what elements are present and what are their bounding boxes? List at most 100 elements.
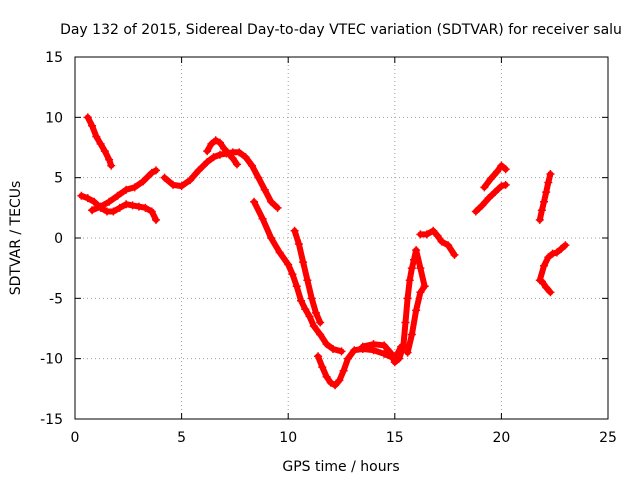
series-arc-13 <box>480 161 510 192</box>
data-point <box>292 282 301 291</box>
data-point <box>478 201 487 210</box>
y-tick-label: 15 <box>45 50 63 66</box>
data-point <box>273 203 282 212</box>
data-point <box>350 346 359 355</box>
series-arc-16 <box>537 277 555 297</box>
data-point <box>160 173 169 182</box>
data-point <box>77 191 86 200</box>
data-point <box>390 358 399 367</box>
data-point <box>416 288 425 297</box>
data-point <box>194 166 203 175</box>
data-point <box>254 173 263 182</box>
x-axis-label: GPS time / hours <box>282 459 399 475</box>
data-point <box>546 170 555 179</box>
data-point <box>92 132 101 141</box>
data-point <box>386 348 395 357</box>
data-point <box>437 237 446 246</box>
data-series <box>77 113 570 390</box>
data-point <box>322 372 331 381</box>
chart-title: Day 132 of 2015, Sidereal Day-to-day VTE… <box>60 22 622 38</box>
data-point <box>90 197 99 206</box>
data-point <box>122 185 131 194</box>
data-point <box>235 148 244 157</box>
y-tick-label: 10 <box>45 110 63 126</box>
data-point <box>275 248 284 257</box>
data-point <box>450 250 459 259</box>
data-point <box>309 322 318 331</box>
data-point <box>209 153 218 162</box>
data-point <box>540 197 549 206</box>
data-point <box>141 203 150 212</box>
data-point <box>401 318 410 327</box>
data-point <box>113 191 122 200</box>
data-point <box>501 180 510 189</box>
data-point <box>484 194 493 203</box>
y-tick-label: 0 <box>54 231 63 247</box>
x-tick-label: 5 <box>177 430 186 446</box>
series-arc-14 <box>535 170 555 224</box>
data-point <box>311 308 320 317</box>
series-arc-10 <box>403 282 429 357</box>
axis-ticks: 0 5 10 15 20 25 -15 -10 -5 0 5 10 15 <box>40 50 617 446</box>
y-tick-label: 5 <box>54 171 63 187</box>
x-tick-label: 20 <box>492 430 510 446</box>
series-arc-8 <box>314 342 406 390</box>
data-point <box>130 183 139 192</box>
data-point <box>169 180 178 189</box>
data-point <box>88 121 97 130</box>
data-point <box>152 215 161 224</box>
data-point <box>412 306 421 315</box>
data-point <box>296 296 305 305</box>
data-point <box>501 165 510 174</box>
data-point <box>497 161 506 170</box>
data-point <box>407 330 416 339</box>
data-point <box>115 203 124 212</box>
data-point <box>548 249 557 258</box>
data-point <box>544 253 553 262</box>
x-tick-label: 10 <box>279 430 297 446</box>
series-arc-9 <box>358 246 429 367</box>
data-point <box>542 188 551 197</box>
data-point <box>288 270 297 279</box>
data-point <box>83 113 92 122</box>
data-point <box>369 340 378 349</box>
data-point <box>429 226 438 235</box>
data-point <box>100 147 109 156</box>
series-arc-15 <box>535 241 570 285</box>
data-point <box>416 264 425 273</box>
data-point <box>307 294 316 303</box>
grid <box>75 57 608 419</box>
data-point <box>471 207 480 216</box>
data-point <box>203 157 212 166</box>
data-point <box>122 200 131 209</box>
series-arc-12 <box>471 180 510 216</box>
data-point <box>233 160 242 169</box>
data-point <box>105 197 114 206</box>
data-point <box>88 206 97 215</box>
series-arc-7 <box>290 226 325 327</box>
plot-frame <box>74 56 609 420</box>
data-point <box>337 347 346 356</box>
data-point <box>497 182 506 191</box>
data-point <box>267 197 276 206</box>
data-point <box>328 345 337 354</box>
data-point <box>224 149 233 158</box>
x-tick-label: 15 <box>386 430 404 446</box>
series-line <box>161 149 281 211</box>
data-point <box>316 330 325 339</box>
data-point <box>433 231 442 240</box>
data-point <box>258 214 267 223</box>
data-point <box>322 340 331 349</box>
series-line <box>251 198 345 355</box>
x-tick-label: 0 <box>71 430 80 446</box>
data-point <box>409 255 418 264</box>
data-point <box>96 139 105 148</box>
data-point <box>215 138 224 147</box>
data-point <box>331 381 340 390</box>
y-axis-label: SDTVAR / TECUs <box>8 181 24 296</box>
data-point <box>207 139 216 148</box>
data-point <box>152 166 161 175</box>
series-arc-2 <box>77 191 161 224</box>
data-point <box>284 260 293 269</box>
data-point <box>301 305 310 314</box>
